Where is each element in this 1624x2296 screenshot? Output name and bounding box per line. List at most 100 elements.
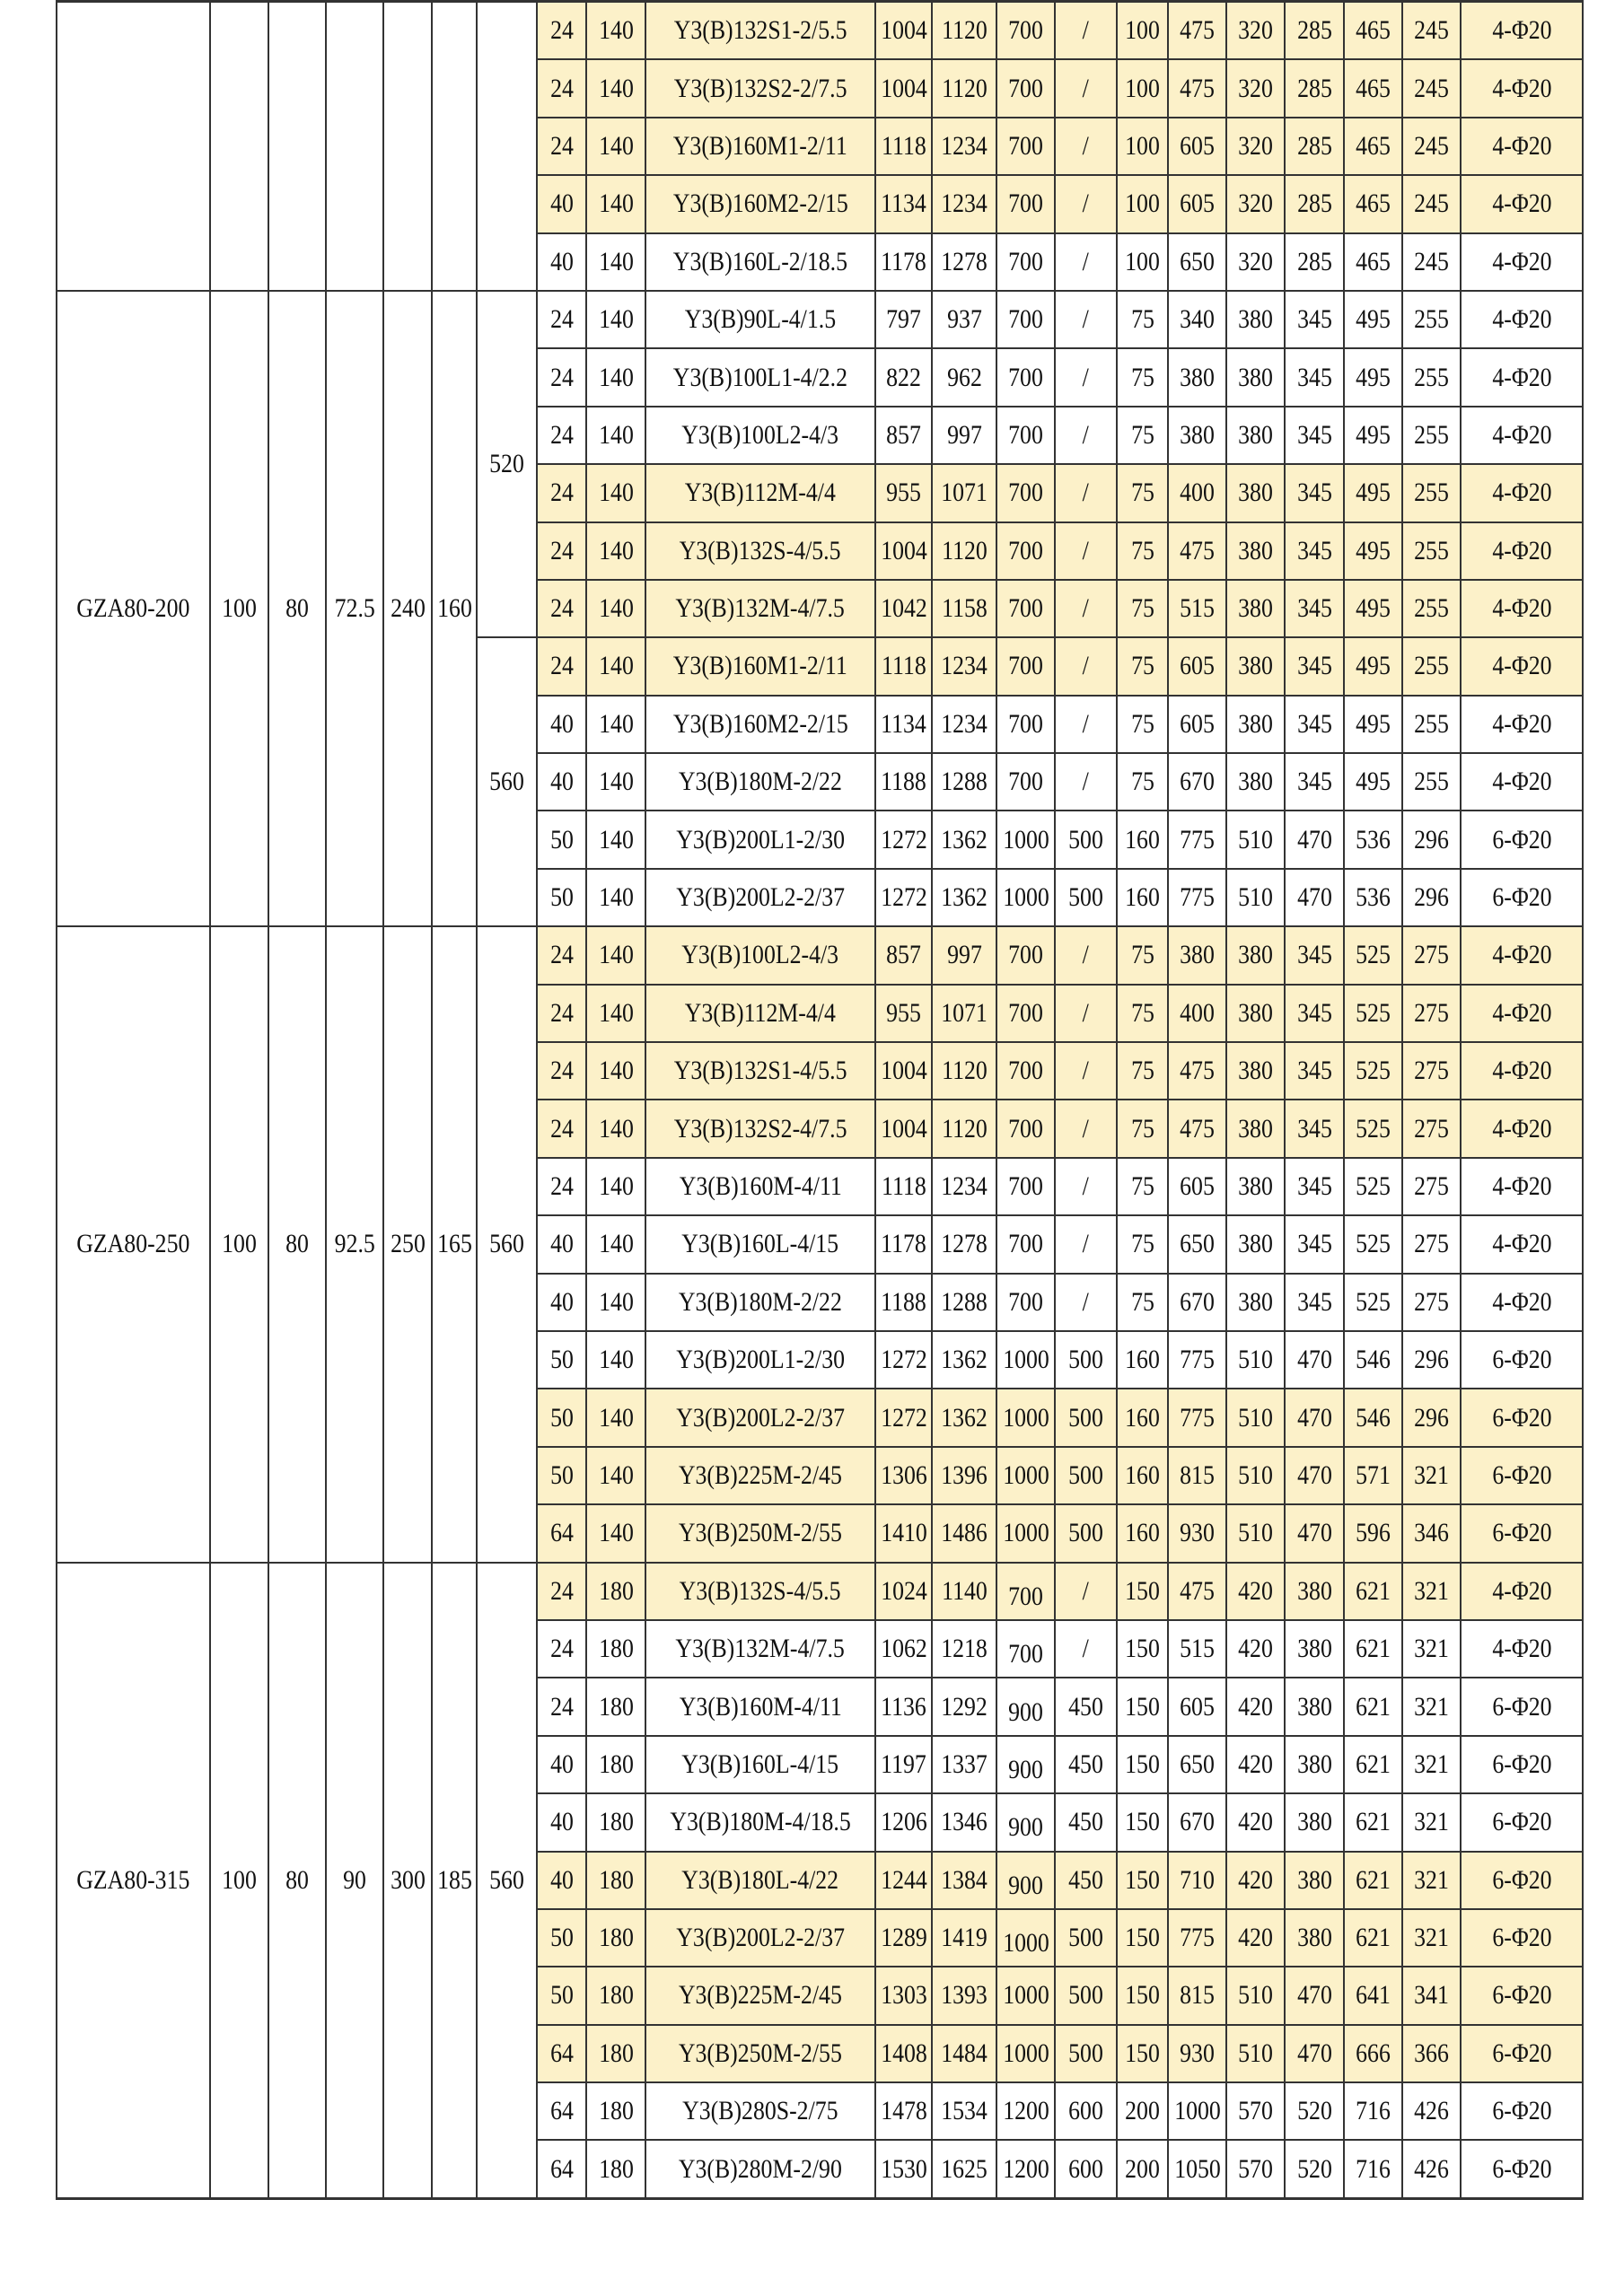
cell-text: Y3(B)180L-4/22 — [681, 1864, 839, 1895]
cell-text: / — [1082, 73, 1090, 103]
w4-cell: 426 — [1401, 2139, 1462, 2200]
cell-text: 450 — [1068, 1748, 1103, 1779]
speed-cell: 140 — [585, 174, 646, 234]
w4-cell: 321 — [1401, 1445, 1462, 1506]
cell-text: / — [1082, 767, 1090, 797]
bolt-holes-cell: 4-Φ20 — [1460, 0, 1584, 61]
w1-cell: 420 — [1225, 1907, 1286, 1968]
cell-text: 520 — [1296, 2096, 1332, 2126]
cell-text: 470 — [1296, 2037, 1332, 2068]
len-a-cell: 1178 — [874, 232, 933, 292]
w3-cell: 621 — [1343, 1677, 1403, 1737]
cell-text: 1004 — [880, 15, 927, 46]
base-c-cell: 700 — [996, 347, 1056, 407]
flow-cell: 50 — [536, 1907, 587, 1968]
pump-model-cell: GZA80-250 — [56, 925, 211, 1564]
cell-text: 515 — [1180, 593, 1215, 624]
cell-text: 465 — [1356, 130, 1391, 161]
w4-cell: 321 — [1401, 1618, 1462, 1679]
cell-text: 1000 — [1002, 1459, 1049, 1490]
h2-cell: 475 — [1167, 1099, 1227, 1159]
w1-cell: 510 — [1225, 1329, 1286, 1390]
cell-text: 321 — [1414, 1634, 1449, 1664]
table-row: 64 140 Y3(B)250M-2/55 1410 1486 1000 500 160 930… — [57, 1503, 1584, 1564]
cell-text: Y3(B)160M1-2/11 — [673, 130, 847, 161]
base-c-cell: 700 — [996, 636, 1056, 697]
cell-text: 80 — [285, 1229, 309, 1259]
cell-text: Y3(B)112M-4/4 — [684, 478, 837, 508]
cell-text: 180 — [598, 2153, 634, 2184]
table-row: 40 180 Y3(B)160L-4/15 1197 1337 900 450 150 650 4… — [57, 1734, 1584, 1795]
cell-text: 857 — [886, 940, 921, 970]
bolt-holes-cell: 6-Φ20 — [1460, 2139, 1584, 2200]
cell-text: 320 — [1238, 15, 1273, 46]
cell-text: 621 — [1356, 1575, 1391, 1606]
w2-cell: 345 — [1284, 636, 1345, 697]
cell-text: Y3(B)160L-4/15 — [681, 1229, 839, 1259]
cell-text: 700 — [1008, 304, 1043, 335]
cell-text: 140 — [598, 246, 634, 276]
w1-cell: 380 — [1225, 1099, 1286, 1159]
cell-text: 525 — [1356, 1171, 1391, 1201]
w4-cell: 255 — [1401, 578, 1462, 639]
cell-text: / — [1082, 708, 1090, 739]
cell-text: 500 — [1068, 1980, 1103, 2011]
cell-text: 140 — [598, 362, 634, 392]
cell-text: 345 — [1296, 419, 1332, 450]
motor-model-cell: Y3(B)100L2-4/3 — [645, 405, 876, 466]
len-a-cell: 1188 — [874, 1272, 933, 1332]
cell-text: 4-Φ20 — [1491, 188, 1552, 219]
flow-cell: 24 — [536, 1561, 587, 1621]
cell-text: 1120 — [941, 535, 988, 565]
cell-text: 1362 — [941, 824, 988, 854]
cell-text: 345 — [1296, 767, 1332, 797]
flow-cell: 24 — [536, 116, 587, 177]
cell-text: / — [1082, 478, 1090, 508]
cell-text: 380 — [1296, 1807, 1332, 1837]
w1-cell: 570 — [1225, 2139, 1286, 2200]
w1-cell: 380 — [1225, 1214, 1286, 1275]
h1-cell: 75 — [1116, 925, 1169, 986]
cell-text: 600 — [1068, 2153, 1103, 2184]
len-b-cell: 1419 — [931, 1907, 997, 1968]
len-a-cell: 857 — [874, 925, 933, 986]
cell-text: 1384 — [941, 1864, 988, 1895]
flow-cell: 24 — [536, 289, 587, 350]
param-cell: 80 — [268, 925, 327, 1564]
param-cell: 100 — [209, 289, 269, 928]
len-b-cell: 1234 — [931, 1156, 997, 1217]
len-b-cell: 1384 — [931, 1850, 997, 1910]
speed-cell: 140 — [585, 810, 646, 870]
flow-cell: 24 — [536, 1099, 587, 1159]
base-d-cell: 500 — [1054, 1907, 1118, 1968]
cell-text: 670 — [1180, 1286, 1215, 1317]
base-d-cell: / — [1054, 636, 1118, 697]
motor-model-cell: Y3(B)225M-2/45 — [645, 1966, 876, 2026]
cell-text: 40 — [549, 1286, 574, 1317]
cell-text: / — [1082, 304, 1090, 335]
cell-text: 380 — [1238, 362, 1273, 392]
speed-cell: 140 — [585, 636, 646, 697]
cell-text: 255 — [1414, 535, 1449, 565]
cell-text: 150 — [1125, 1807, 1160, 1837]
len-a-cell: 955 — [874, 983, 933, 1044]
cell-text: 1272 — [880, 882, 927, 913]
cell-text: 1362 — [941, 1402, 988, 1433]
w3-cell: 716 — [1343, 2081, 1403, 2142]
cell-text: 255 — [1414, 767, 1449, 797]
len-a-cell: 822 — [874, 347, 933, 407]
base-c-cell: 700 — [996, 578, 1056, 639]
w4-cell: 346 — [1401, 1503, 1462, 1564]
len-a-cell: 955 — [874, 463, 933, 523]
len-b-cell: 1234 — [931, 116, 997, 177]
cell-text: Y3(B)160M-4/11 — [679, 1691, 842, 1722]
depth-cell — [476, 0, 538, 292]
speed-cell: 180 — [585, 1850, 646, 1910]
len-b-cell: 1337 — [931, 1734, 997, 1795]
cell-text: 1200 — [1002, 2153, 1049, 2184]
cell-text: 296 — [1414, 1402, 1449, 1433]
cell-text: 536 — [1356, 824, 1391, 854]
cell-text: 1410 — [880, 1518, 927, 1548]
w4-cell: 321 — [1401, 1907, 1462, 1968]
w2-cell: 345 — [1284, 405, 1345, 466]
